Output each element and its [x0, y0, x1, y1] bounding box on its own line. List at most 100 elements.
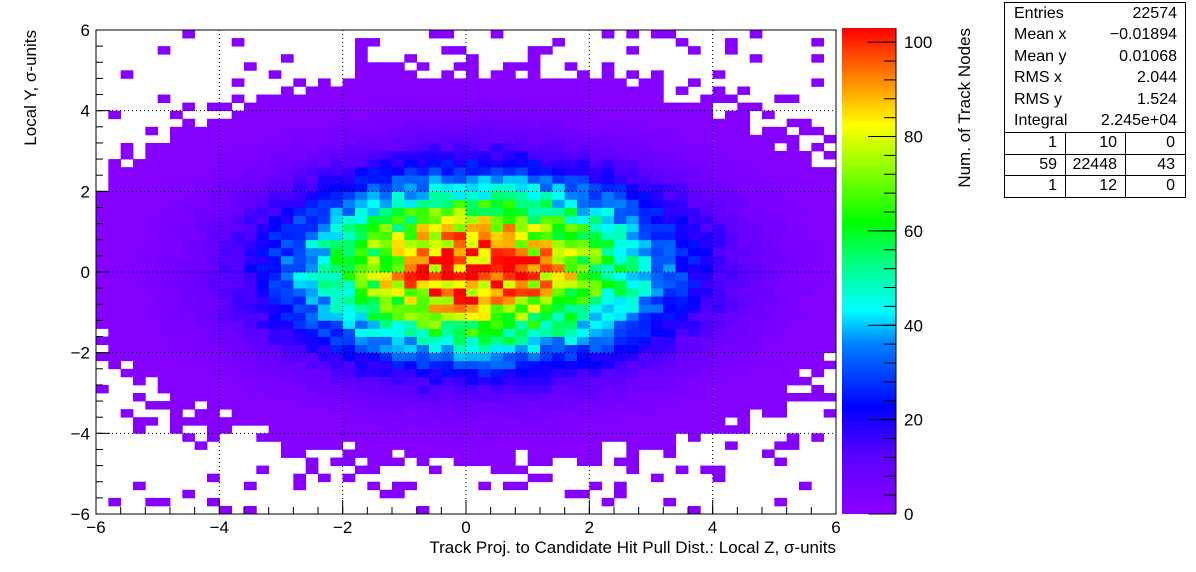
heatmap-bin: [700, 255, 714, 265]
heatmap-bin: [626, 441, 640, 450]
heatmap-bin: [700, 231, 714, 241]
heatmap-bin: [404, 296, 418, 305]
heatmap-bin: [281, 376, 294, 386]
heatmap-bin: [503, 215, 516, 224]
heatmap-bin: [540, 223, 553, 233]
heatmap-bin: [441, 159, 455, 168]
heatmap-bin: [614, 159, 627, 168]
heatmap-bin: [737, 320, 751, 329]
heatmap-bin: [330, 159, 344, 168]
heatmap-bin: [540, 134, 553, 144]
heatmap-bin: [268, 199, 282, 208]
heatmap-bin: [663, 175, 677, 184]
heatmap-bin: [453, 191, 467, 200]
heatmap-bin: [799, 151, 812, 160]
heatmap-bin: [552, 207, 566, 216]
heatmap-bin: [503, 368, 516, 378]
heatmap-bin: [589, 207, 603, 216]
heatmap-bin: [429, 94, 442, 103]
heatmap-bin: [737, 86, 751, 95]
heatmap-bin: [182, 384, 196, 394]
heatmap-bin: [700, 336, 714, 345]
heatmap-bin: [651, 30, 664, 39]
heatmap-bin: [725, 183, 738, 192]
statistics-box: Entries 22574 Mean x −0.01894 Mean y 0.0…: [1004, 2, 1186, 198]
heatmap-bin: [133, 207, 146, 216]
heatmap-bin: [490, 376, 504, 386]
heatmap-bin: [453, 320, 467, 329]
heatmap-bin: [478, 384, 492, 394]
heatmap-bin: [762, 247, 775, 257]
heatmap-bin: [330, 175, 344, 184]
heatmap-bin: [429, 239, 442, 249]
heatmap-bin: [182, 231, 196, 241]
heatmap-bin: [614, 151, 627, 160]
heatmap-bin: [182, 102, 196, 112]
heatmap-bin: [540, 288, 553, 297]
heatmap-bin: [651, 118, 664, 128]
heatmap-bin: [244, 207, 257, 216]
heatmap-bin: [762, 207, 775, 216]
heatmap-bin: [441, 191, 455, 200]
heatmap-bin: [157, 360, 171, 370]
heatmap-bin: [552, 94, 566, 103]
heatmap-bin: [675, 280, 689, 289]
heatmap-bin: [737, 231, 751, 241]
heatmap-bin: [540, 263, 553, 273]
heatmap-bin: [527, 223, 541, 233]
heatmap-bin: [108, 183, 122, 192]
heatmap-bin: [170, 376, 183, 386]
heatmap-bin: [392, 280, 405, 289]
heatmap-bin: [527, 409, 541, 418]
heatmap-bin: [712, 191, 726, 200]
heatmap-bin: [367, 94, 381, 103]
heatmap-bin: [305, 151, 319, 160]
stat-value: 22574: [1132, 4, 1178, 22]
heatmap-bin: [663, 312, 677, 321]
heatmap-bin: [651, 239, 664, 249]
heatmap-bin: [651, 70, 664, 79]
heatmap-bin: [700, 207, 714, 216]
heatmap-bin: [712, 417, 726, 426]
heatmap-bin: [367, 312, 381, 321]
heatmap-bin: [564, 304, 578, 313]
heatmap-bin: [305, 393, 319, 402]
heatmap-bin: [182, 296, 196, 305]
heatmap-bin: [367, 215, 381, 224]
heatmap-bin: [330, 288, 344, 297]
heatmap-bin: [416, 360, 430, 370]
heatmap-bin: [207, 263, 220, 273]
heatmap-bin: [379, 401, 393, 410]
heatmap-bin: [552, 304, 566, 313]
heatmap-bin: [453, 255, 467, 265]
heatmap-bin: [367, 126, 381, 136]
heatmap-bin: [379, 231, 393, 241]
heatmap-bin: [318, 441, 331, 450]
heatmap-bin: [318, 183, 331, 192]
heatmap-bin: [638, 344, 652, 354]
heatmap-bin: [379, 425, 393, 434]
heatmap-bin: [293, 199, 307, 208]
heatmap-bin: [244, 183, 257, 192]
heatmap-bin: [145, 320, 159, 329]
heatmap-bin: [725, 46, 738, 55]
heatmap-bin: [712, 296, 726, 305]
heatmap-bin: [466, 425, 479, 434]
heatmap-bin: [638, 199, 652, 208]
heatmap-bin: [379, 368, 393, 378]
heatmap-bin: [404, 215, 418, 224]
heatmap-bin: [466, 336, 479, 345]
heatmap-bin: [367, 223, 381, 233]
heatmap-bin: [330, 167, 344, 176]
heatmap-bin: [725, 94, 738, 103]
heatmap-bin: [355, 360, 368, 370]
heatmap-bin: [688, 304, 701, 313]
heatmap-bin: [355, 304, 368, 313]
heatmap-bin: [725, 384, 738, 394]
heatmap-bin: [503, 175, 516, 184]
heatmap-bin: [503, 352, 516, 362]
heatmap-bin: [515, 126, 529, 136]
heatmap-bin: [638, 417, 652, 426]
heatmap-bin: [823, 134, 837, 144]
heatmap-bin: [194, 239, 208, 249]
